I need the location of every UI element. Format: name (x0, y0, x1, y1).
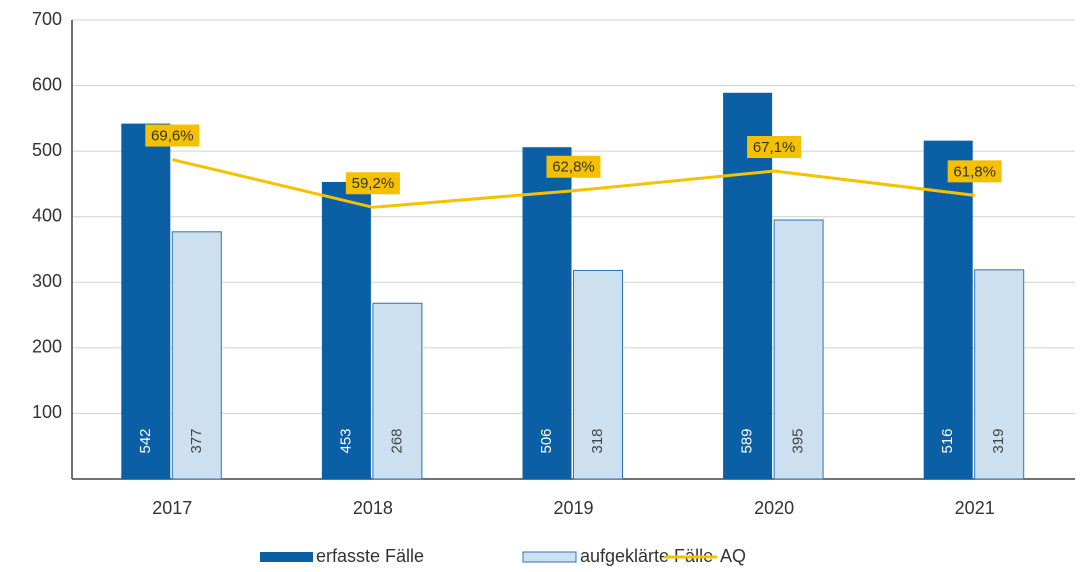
line (171, 158, 975, 209)
bar-value-label: 377 (188, 428, 205, 453)
legend-swatch (260, 552, 313, 562)
y-tick-label: 300 (32, 271, 62, 291)
label-box (747, 136, 802, 159)
bar (321, 181, 371, 479)
legend-label: erfasste Fälle (316, 546, 424, 566)
bar (171, 231, 222, 480)
legend-label: AQ (720, 546, 746, 566)
bar-value-label: 453 (337, 428, 354, 453)
line-value-label: 59,2% (352, 175, 395, 192)
y-tick-label: 500 (32, 140, 62, 160)
label-box (947, 160, 1002, 183)
x-tick-label: 2021 (955, 498, 995, 518)
line-value-label: 62,8% (552, 159, 595, 176)
bar (522, 147, 572, 480)
x-tick-label: 2018 (353, 498, 393, 518)
y-tick-label: 600 (32, 74, 62, 94)
bar (372, 302, 423, 480)
y-tick-label: 400 (32, 205, 62, 225)
x-tick-label: 2019 (553, 498, 593, 518)
bar (923, 140, 973, 479)
bar (573, 269, 623, 480)
line-value-label: 61,8% (953, 163, 996, 180)
legend-swatch (522, 551, 577, 563)
label-box (145, 124, 200, 147)
y-tick-label: 700 (32, 9, 62, 29)
label-box (546, 155, 601, 178)
bar-value-label: 319 (990, 428, 1007, 453)
bar-value-label: 516 (939, 428, 956, 453)
x-tick-label: 2017 (152, 498, 192, 518)
bar (121, 123, 171, 480)
line-value-label: 67,1% (753, 139, 796, 156)
bar-value-label: 589 (739, 428, 756, 453)
bar (974, 269, 1025, 480)
bar-value-label: 395 (790, 428, 807, 453)
bar-value-label: 506 (538, 428, 555, 453)
line-value-label: 69,6% (151, 128, 194, 145)
y-tick-label: 200 (32, 337, 62, 357)
legend-label: aufgeklärte Fälle (580, 546, 713, 566)
bar-value-label: 318 (589, 428, 606, 453)
bar-value-label: 542 (137, 428, 154, 453)
bar (773, 219, 824, 480)
bar-value-label: 268 (388, 428, 405, 453)
label-box (345, 172, 400, 195)
y-tick-label: 100 (32, 402, 62, 422)
x-tick-label: 2020 (754, 498, 794, 518)
